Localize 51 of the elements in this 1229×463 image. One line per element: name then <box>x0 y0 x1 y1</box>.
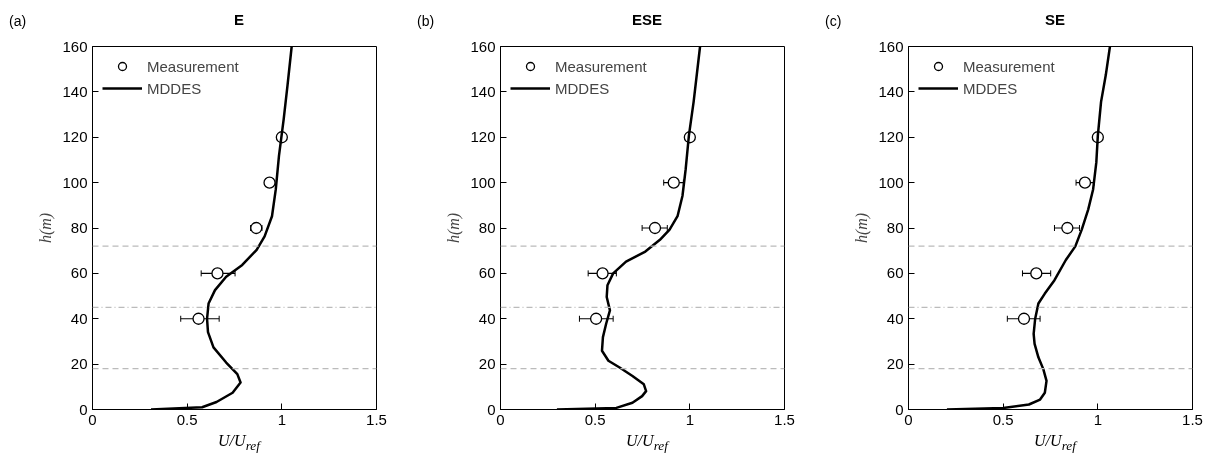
y-tick-label: 40 <box>478 309 496 327</box>
y-tick-label: 40 <box>886 309 904 327</box>
y-tick-label: 40 <box>70 309 88 327</box>
x-tick-label: 1 <box>1093 410 1103 428</box>
x-tick-label: 1.5 <box>366 410 387 428</box>
y-tick-label: 160 <box>470 37 496 55</box>
x-tick-label: 0.5 <box>584 410 606 428</box>
y-tick-label: 140 <box>470 82 496 100</box>
legend-label: Measurement <box>555 57 647 75</box>
y-tick-label: 80 <box>478 219 496 236</box>
x-tick-label: 1 <box>685 410 695 428</box>
y-tick-label: 120 <box>470 128 496 146</box>
y-tick-label: 100 <box>62 173 88 191</box>
y-axis-title: h(m) <box>853 212 872 244</box>
y-tick-label: 140 <box>878 82 904 100</box>
x-tick-label: 0.5 <box>176 410 198 428</box>
y-tick-label: 140 <box>62 82 88 100</box>
y-tick-label: 120 <box>878 128 904 146</box>
y-tick-label: 80 <box>70 219 88 236</box>
legend-label: Measurement <box>147 57 239 75</box>
legend-label: MDDES <box>963 79 1018 97</box>
y-tick-label: 100 <box>470 173 496 191</box>
x-tick-label: 1.5 <box>1182 410 1203 428</box>
y-tick-label: 160 <box>62 37 88 55</box>
y-tick-label: 20 <box>886 355 904 373</box>
text: (c) <box>825 13 842 29</box>
x-axis-title: U/U$_{ref}$ <box>625 432 671 455</box>
y-tick-label: 60 <box>886 264 904 282</box>
x-tick-label: 1 <box>277 410 287 428</box>
x-axis-title: U/U$_{ref}$ <box>1033 432 1079 455</box>
x-tick-label: 1.5 <box>774 410 795 428</box>
y-axis-title: h(m) <box>445 212 464 244</box>
chart-title: SE <box>1044 11 1066 28</box>
y-tick-label: 60 <box>70 264 88 282</box>
legend-label: Measurement <box>963 57 1055 75</box>
text: (a) <box>9 13 27 29</box>
chart-title: ESE <box>631 11 663 28</box>
x-tick-label: 0.5 <box>992 410 1014 428</box>
y-tick-label: 80 <box>886 219 904 236</box>
y-tick-label: 100 <box>878 173 904 191</box>
text: (b) <box>417 13 435 29</box>
y-tick-label: 20 <box>478 355 496 373</box>
x-axis-title: U/U$_{ref}$ <box>217 432 263 455</box>
legend-label: MDDES <box>147 79 202 97</box>
legend-label: MDDES <box>555 79 610 97</box>
y-tick-label: 160 <box>878 37 904 55</box>
chart-title: E <box>233 11 245 28</box>
y-tick-label: 20 <box>70 355 88 373</box>
y-tick-label: 120 <box>62 128 88 146</box>
y-axis-title: h(m) <box>37 212 56 244</box>
y-tick-label: 60 <box>478 264 496 282</box>
